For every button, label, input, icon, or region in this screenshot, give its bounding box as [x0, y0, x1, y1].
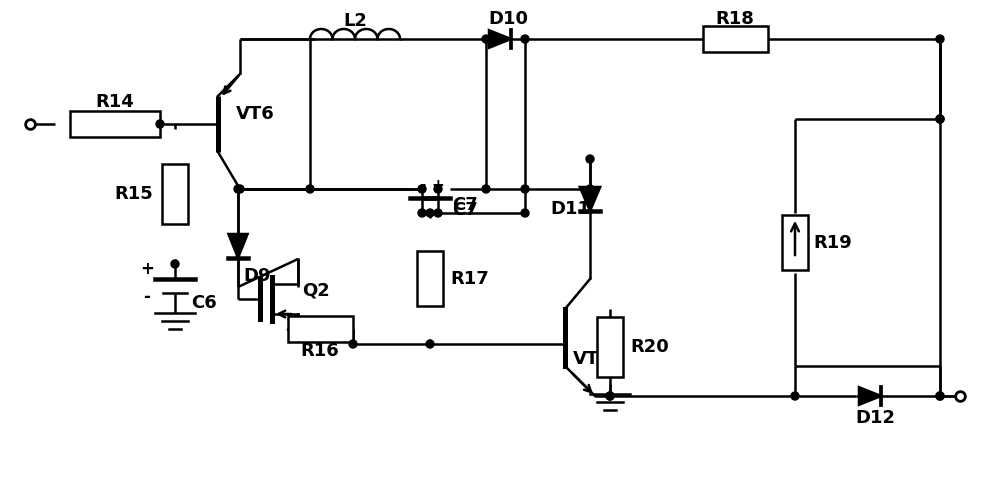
- Circle shape: [236, 185, 244, 193]
- Circle shape: [521, 209, 529, 217]
- Text: R14: R14: [96, 93, 134, 111]
- Circle shape: [349, 340, 357, 348]
- Circle shape: [936, 115, 944, 123]
- Circle shape: [936, 392, 944, 400]
- Text: R17: R17: [450, 270, 489, 288]
- Text: Q2: Q2: [302, 282, 330, 300]
- Circle shape: [434, 209, 442, 217]
- Bar: [702, 26, 768, 52]
- Circle shape: [521, 35, 529, 43]
- Circle shape: [434, 185, 442, 193]
- Circle shape: [171, 260, 179, 268]
- Text: -: -: [144, 288, 150, 306]
- Circle shape: [234, 185, 242, 193]
- Polygon shape: [580, 187, 600, 211]
- Circle shape: [606, 392, 614, 400]
- Text: D12: D12: [855, 409, 895, 427]
- Text: VT7: VT7: [573, 350, 612, 368]
- Text: R16: R16: [301, 342, 339, 360]
- Circle shape: [418, 209, 426, 217]
- Circle shape: [426, 209, 434, 217]
- Text: D11: D11: [550, 200, 590, 218]
- Bar: [597, 317, 623, 377]
- Circle shape: [306, 185, 314, 193]
- Polygon shape: [489, 30, 511, 48]
- Polygon shape: [859, 387, 881, 405]
- Circle shape: [936, 35, 944, 43]
- Circle shape: [482, 185, 490, 193]
- Text: L2: L2: [343, 12, 367, 30]
- Text: D9: D9: [243, 267, 270, 285]
- Text: C6: C6: [191, 294, 217, 312]
- Text: C7: C7: [452, 201, 478, 219]
- Text: R19: R19: [813, 234, 852, 252]
- Text: R20: R20: [630, 338, 669, 356]
- Bar: [70, 111, 160, 137]
- Text: VT6: VT6: [236, 105, 275, 123]
- Circle shape: [426, 340, 434, 348]
- Text: R15: R15: [114, 185, 153, 203]
- Circle shape: [936, 115, 944, 123]
- Circle shape: [418, 185, 426, 193]
- Circle shape: [606, 392, 614, 400]
- Text: -: -: [419, 177, 425, 193]
- Text: R18: R18: [716, 10, 754, 28]
- Circle shape: [586, 185, 594, 193]
- Circle shape: [521, 185, 529, 193]
- Circle shape: [791, 392, 799, 400]
- Circle shape: [482, 35, 490, 43]
- Text: D10: D10: [488, 10, 528, 28]
- Bar: [288, 316, 352, 342]
- Text: +: +: [432, 177, 444, 193]
- Circle shape: [586, 155, 594, 163]
- Bar: [162, 164, 188, 224]
- Polygon shape: [228, 234, 248, 258]
- Bar: [782, 215, 808, 271]
- Circle shape: [156, 120, 164, 128]
- Text: C7: C7: [452, 196, 478, 214]
- Circle shape: [936, 392, 944, 400]
- Text: +: +: [140, 260, 154, 278]
- Bar: [417, 251, 443, 306]
